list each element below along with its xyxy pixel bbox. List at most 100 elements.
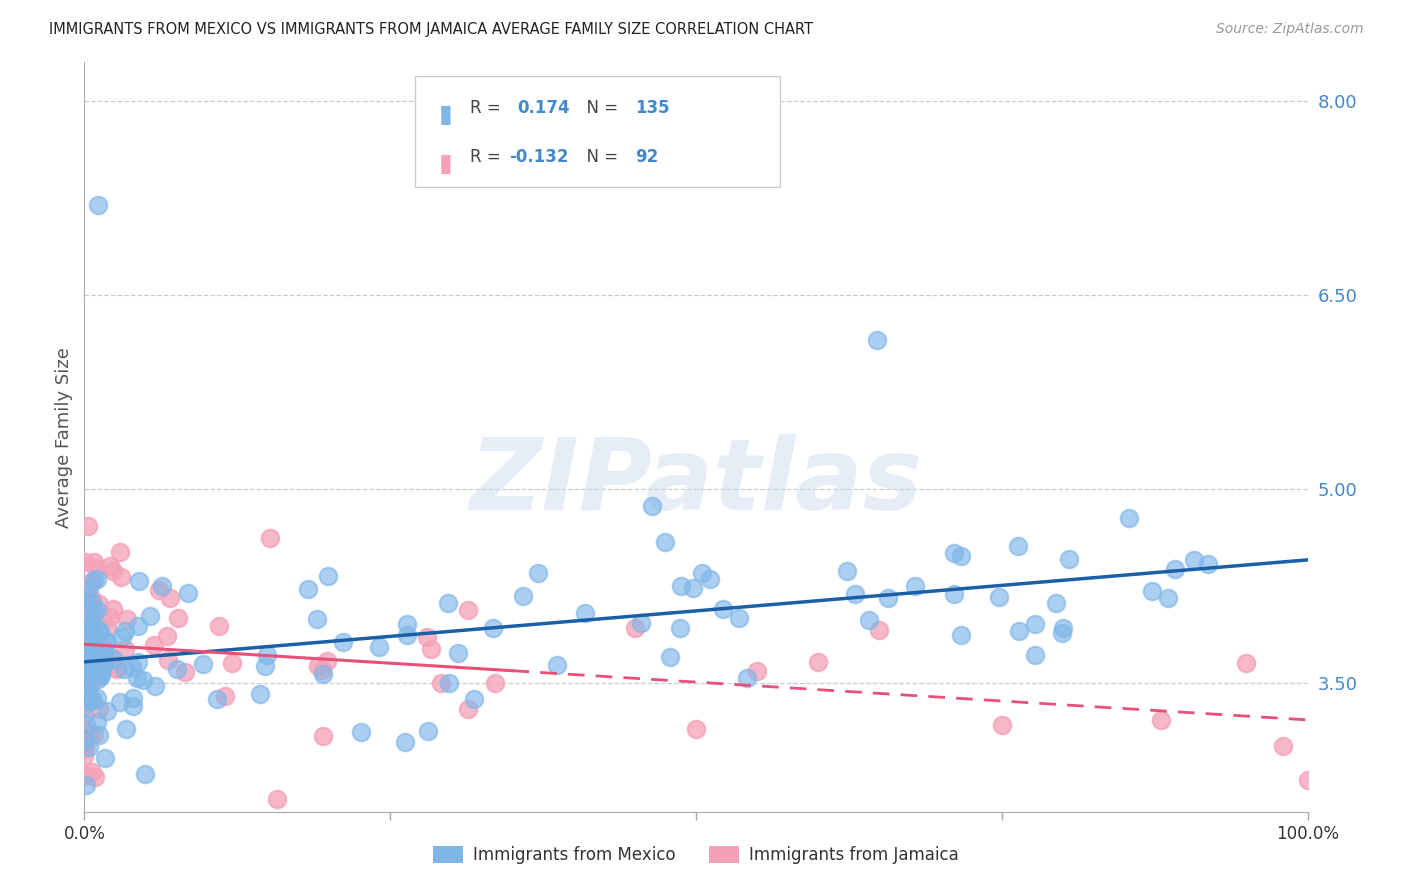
Point — [307, 659, 329, 673]
Point — [484, 675, 506, 690]
Point — [76, 654, 98, 668]
Text: R =: R = — [470, 99, 506, 117]
Point — [1118, 511, 1140, 525]
Point — [79, 601, 101, 615]
Point — [1057, 552, 1080, 566]
Point — [77, 582, 100, 596]
Point — [121, 659, 143, 673]
Point — [436, 596, 458, 610]
Point — [86, 648, 108, 663]
Point — [305, 612, 328, 626]
Point — [89, 624, 111, 639]
Point — [94, 648, 117, 662]
Point — [1007, 540, 1029, 554]
Point — [75, 741, 97, 756]
Text: 135: 135 — [636, 99, 671, 117]
Point — [87, 668, 110, 682]
Point — [86, 714, 108, 729]
Point — [73, 622, 96, 636]
Point — [150, 579, 173, 593]
Point — [127, 619, 149, 633]
Point — [79, 649, 101, 664]
Point — [73, 623, 96, 637]
Point — [1157, 591, 1180, 605]
Point — [121, 690, 143, 705]
Point — [89, 702, 111, 716]
Point — [79, 676, 101, 690]
Text: ▮: ▮ — [439, 103, 453, 127]
Point — [177, 585, 200, 599]
Point — [73, 725, 96, 739]
Point — [97, 649, 120, 664]
Point — [83, 657, 105, 672]
Point — [132, 673, 155, 687]
Point — [416, 630, 439, 644]
Point — [807, 655, 830, 669]
Point — [1140, 583, 1163, 598]
Point — [82, 596, 104, 610]
Text: N =: N = — [576, 99, 624, 117]
Point — [75, 616, 97, 631]
Point — [75, 768, 97, 782]
Point — [446, 646, 468, 660]
Point — [75, 779, 97, 793]
Point — [1236, 657, 1258, 671]
Point — [630, 615, 652, 630]
Point — [419, 642, 441, 657]
Point — [949, 628, 972, 642]
Point — [77, 730, 100, 744]
Point — [73, 649, 96, 664]
Point — [949, 549, 972, 563]
Point — [127, 656, 149, 670]
Text: N =: N = — [576, 148, 624, 166]
Point — [76, 604, 98, 618]
Point — [205, 691, 228, 706]
Point — [641, 500, 664, 514]
Point — [249, 687, 271, 701]
Point — [858, 613, 880, 627]
Point — [84, 637, 107, 651]
Point — [457, 702, 479, 716]
Point — [73, 667, 96, 681]
Point — [991, 718, 1014, 732]
Point — [86, 572, 108, 586]
Point — [103, 565, 125, 579]
Point — [94, 750, 117, 764]
Point — [728, 611, 751, 625]
Point — [94, 634, 117, 648]
Point — [103, 602, 125, 616]
Point — [83, 555, 105, 569]
Point — [685, 723, 707, 737]
Point — [350, 725, 373, 739]
Point — [208, 619, 231, 633]
Legend: Immigrants from Mexico, Immigrants from Jamaica: Immigrants from Mexico, Immigrants from … — [426, 839, 966, 871]
Point — [76, 652, 98, 666]
Text: ZIPatlas: ZIPatlas — [470, 434, 922, 531]
Point — [77, 659, 100, 673]
Point — [512, 589, 534, 603]
Point — [114, 624, 136, 639]
Point — [73, 616, 96, 631]
Point — [73, 708, 96, 723]
Point — [77, 681, 100, 696]
Point — [682, 581, 704, 595]
Point — [122, 698, 145, 713]
Point — [747, 664, 769, 678]
Point — [256, 648, 278, 663]
Point — [82, 627, 104, 641]
Point — [82, 636, 104, 650]
Point — [157, 653, 180, 667]
Point — [1150, 714, 1173, 728]
Point — [546, 657, 568, 672]
Point — [311, 666, 333, 681]
Point — [115, 723, 138, 737]
Point — [1024, 648, 1046, 662]
Point — [75, 716, 97, 731]
Point — [73, 698, 96, 713]
Point — [669, 621, 692, 635]
Text: ▮: ▮ — [439, 152, 453, 176]
Text: Source: ZipAtlas.com: Source: ZipAtlas.com — [1216, 22, 1364, 37]
Point — [297, 582, 319, 597]
Point — [75, 622, 97, 636]
Point — [396, 617, 419, 632]
